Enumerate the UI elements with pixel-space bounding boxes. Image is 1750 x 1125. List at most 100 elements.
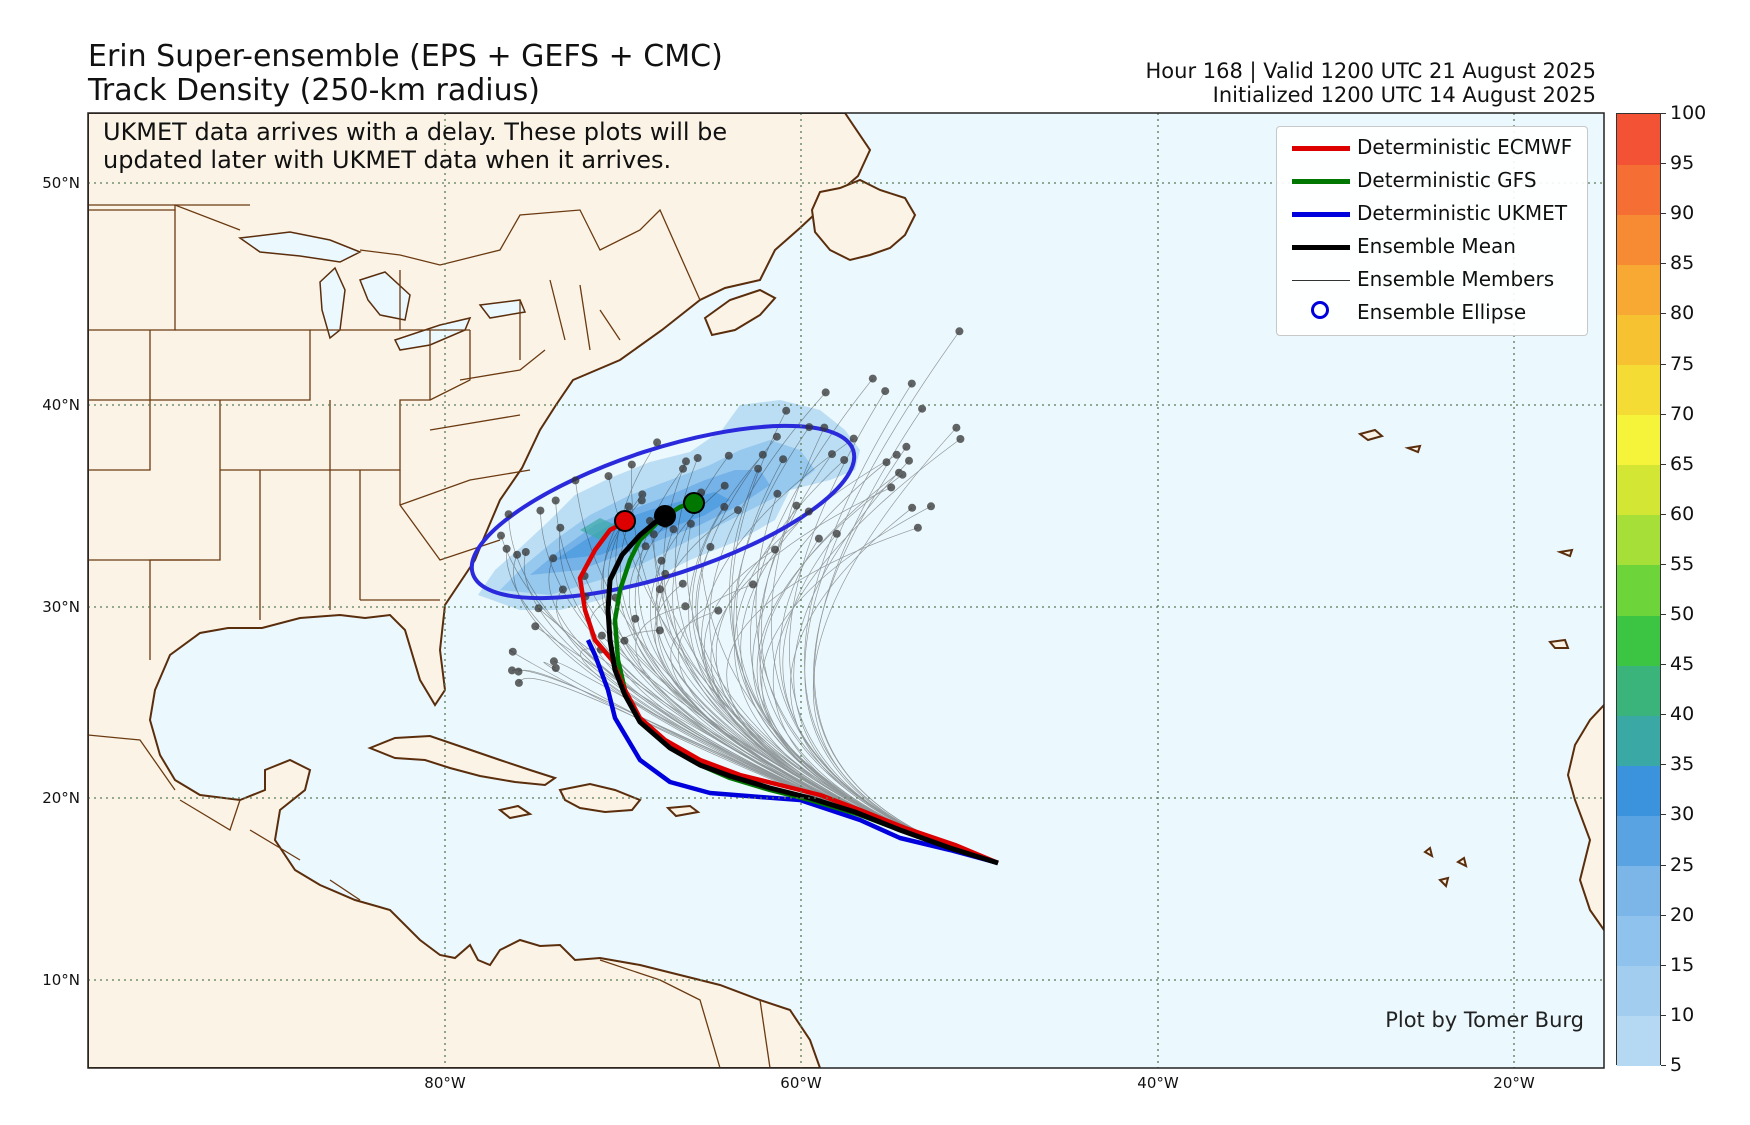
africa-coast bbox=[1566, 703, 1604, 932]
colorbar bbox=[1616, 113, 1661, 1067]
lat-label-40n: 40°N bbox=[42, 396, 80, 414]
ensemble-member-dot bbox=[502, 544, 511, 553]
ensemble-member-dot bbox=[772, 432, 781, 441]
colorbar-tick bbox=[1661, 864, 1666, 866]
north-america-landmass bbox=[88, 113, 872, 1068]
ensemble-member-dot bbox=[849, 434, 858, 443]
ensemble-member-dot bbox=[513, 550, 522, 559]
colorbar-tick-label: 75 bbox=[1670, 352, 1695, 375]
colorbar-segment bbox=[1617, 765, 1660, 816]
ensemble-member-dot bbox=[902, 442, 911, 451]
atlantic-islands bbox=[1357, 428, 1574, 888]
ensemble-member-dot bbox=[828, 450, 836, 459]
state-borders bbox=[88, 204, 621, 660]
colorbar-tick-label: 65 bbox=[1670, 452, 1695, 475]
ensemble-member-dot bbox=[840, 456, 849, 464]
ensemble-member-dot bbox=[627, 460, 636, 469]
init-time: Initialized 1200 UTC 14 August 2025 bbox=[1212, 83, 1596, 107]
ensemble-member-dot bbox=[905, 456, 913, 465]
colorbar-tick bbox=[1661, 263, 1666, 265]
colorbar-segment bbox=[1617, 314, 1660, 365]
colorbar-tick bbox=[1661, 113, 1666, 114]
colorbar-segment bbox=[1617, 364, 1660, 416]
gfs-position-marker bbox=[683, 492, 705, 514]
colorbar-tick-label: 85 bbox=[1670, 252, 1695, 275]
ensemble-member-dot bbox=[724, 451, 733, 460]
lat-label-30n: 30°N bbox=[42, 598, 80, 616]
ecmwf-position-marker bbox=[614, 510, 636, 532]
colorbar-tick bbox=[1661, 213, 1666, 215]
newfoundland bbox=[810, 178, 917, 262]
colorbar-segment bbox=[1617, 915, 1660, 967]
legend-label-ecmwf: Deterministic ECMWF bbox=[1357, 135, 1573, 159]
ensemble-member-dot bbox=[558, 585, 567, 594]
ukmet-note-line1: UKMET data arrives with a delay. These p… bbox=[103, 118, 728, 146]
ensemble-member-dot bbox=[649, 530, 658, 539]
central-america-borders bbox=[88, 734, 771, 1068]
puerto-rico bbox=[665, 804, 701, 818]
ensemble-member-dot bbox=[868, 374, 877, 383]
ukmet-track bbox=[585, 639, 999, 866]
ensemble-member-dot bbox=[907, 379, 916, 388]
ensemble-member-dot bbox=[655, 585, 664, 594]
lon-label-60w: 60°W bbox=[780, 1074, 822, 1092]
ensemble-member-dot bbox=[551, 496, 560, 505]
ensemble-member-dot bbox=[734, 506, 742, 515]
legend-item-mean: Ensemble Mean bbox=[1277, 231, 1587, 261]
ensemble-member-dot bbox=[927, 502, 935, 511]
ensemble-member-dot bbox=[814, 534, 823, 543]
colorbar-tick bbox=[1661, 914, 1666, 916]
colorbar-tick bbox=[1661, 163, 1666, 165]
ukmet-note: UKMET data arrives with a delay. These p… bbox=[103, 118, 727, 174]
ensemble-member-dot bbox=[913, 523, 922, 532]
ensemble-member-dot bbox=[898, 470, 907, 479]
colorbar-segment bbox=[1617, 665, 1660, 716]
ensemble-member-dot bbox=[720, 502, 729, 511]
ensemble-member-dot bbox=[908, 503, 917, 512]
colorbar-tick-label: 20 bbox=[1670, 903, 1695, 926]
ensemble-member-dot bbox=[771, 545, 779, 554]
colorbar-tick-label: 15 bbox=[1670, 953, 1695, 976]
ensemble-ellipse bbox=[469, 423, 857, 601]
colorbar-tick bbox=[1661, 614, 1666, 616]
colorbar-tick bbox=[1661, 1014, 1666, 1016]
colorbar-tick-label: 70 bbox=[1670, 402, 1695, 425]
lat-label-10n: 10°N bbox=[42, 971, 80, 989]
ensemble-member-dot bbox=[749, 580, 757, 589]
legend-label-ukmet: Deterministic UKMET bbox=[1357, 201, 1568, 225]
ensemble-member-dot bbox=[556, 523, 565, 532]
ensemble-member-dot bbox=[792, 501, 801, 510]
legend-swatch-mean bbox=[1292, 245, 1350, 250]
colorbar-tick bbox=[1661, 313, 1666, 315]
colorbar-segment bbox=[1617, 114, 1660, 165]
ensemble-member-dot bbox=[887, 483, 896, 492]
colorbar-segment bbox=[1617, 464, 1660, 516]
ensemble-member-dot bbox=[820, 423, 829, 432]
ensemble-member-dot bbox=[497, 531, 505, 540]
ensemble-member-dot bbox=[536, 506, 545, 515]
ensemble-member-dot bbox=[597, 631, 606, 640]
colorbar-tick-label: 30 bbox=[1670, 803, 1695, 826]
legend: Deterministic ECMWF Deterministic GFS De… bbox=[1276, 126, 1588, 336]
ensemble-member-dot bbox=[549, 554, 558, 563]
legend-label-gfs: Deterministic GFS bbox=[1357, 168, 1537, 192]
ensemble-member-dot bbox=[534, 604, 543, 613]
legend-label-ellipse: Ensemble Ellipse bbox=[1357, 300, 1527, 324]
colorbar-tick bbox=[1661, 563, 1666, 565]
ensemble-member-dot bbox=[604, 472, 613, 481]
lon-label-40w: 40°W bbox=[1137, 1074, 1179, 1092]
ensemble-member-dot bbox=[892, 450, 901, 459]
ensemble-member-dot bbox=[637, 496, 646, 505]
colorbar-tick-label: 95 bbox=[1670, 152, 1695, 175]
ensemble-member-dot bbox=[661, 569, 670, 578]
ensemble-member-dot bbox=[804, 507, 813, 516]
legend-label-members: Ensemble Members bbox=[1357, 267, 1555, 291]
ensemble-member-dot bbox=[754, 464, 763, 473]
ensemble-member-dot bbox=[653, 438, 662, 447]
legend-item-ellipse: Ensemble Ellipse bbox=[1277, 297, 1587, 327]
valid-time: Hour 168 | Valid 1200 UTC 21 August 2025 bbox=[1145, 59, 1596, 83]
ensemble-member-dot bbox=[638, 490, 647, 499]
colorbar-tick-label: 80 bbox=[1670, 302, 1695, 325]
jamaica bbox=[497, 804, 533, 820]
